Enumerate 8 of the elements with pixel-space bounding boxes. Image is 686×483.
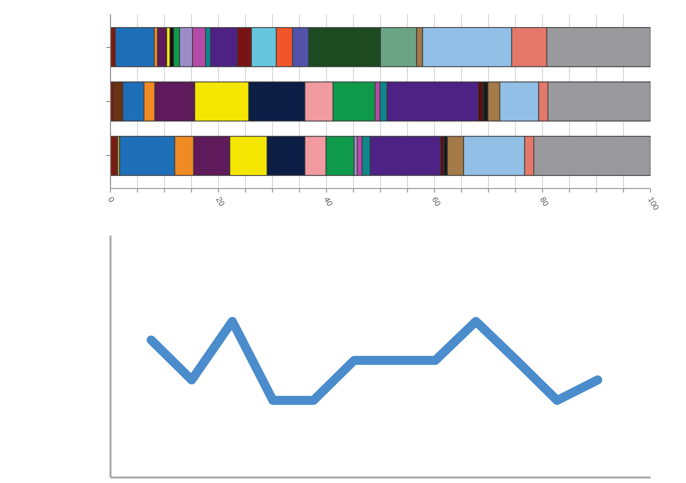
x-tick-label: 40	[322, 196, 335, 208]
x-tick-label: 80	[538, 196, 551, 208]
bar	[114, 27, 155, 68]
x-tick-label: 100	[646, 196, 661, 212]
x-tick-label: 0	[106, 196, 116, 204]
x-tick-label: 20	[214, 196, 227, 208]
bar	[157, 27, 168, 68]
x-tick-label: 60	[430, 196, 443, 208]
